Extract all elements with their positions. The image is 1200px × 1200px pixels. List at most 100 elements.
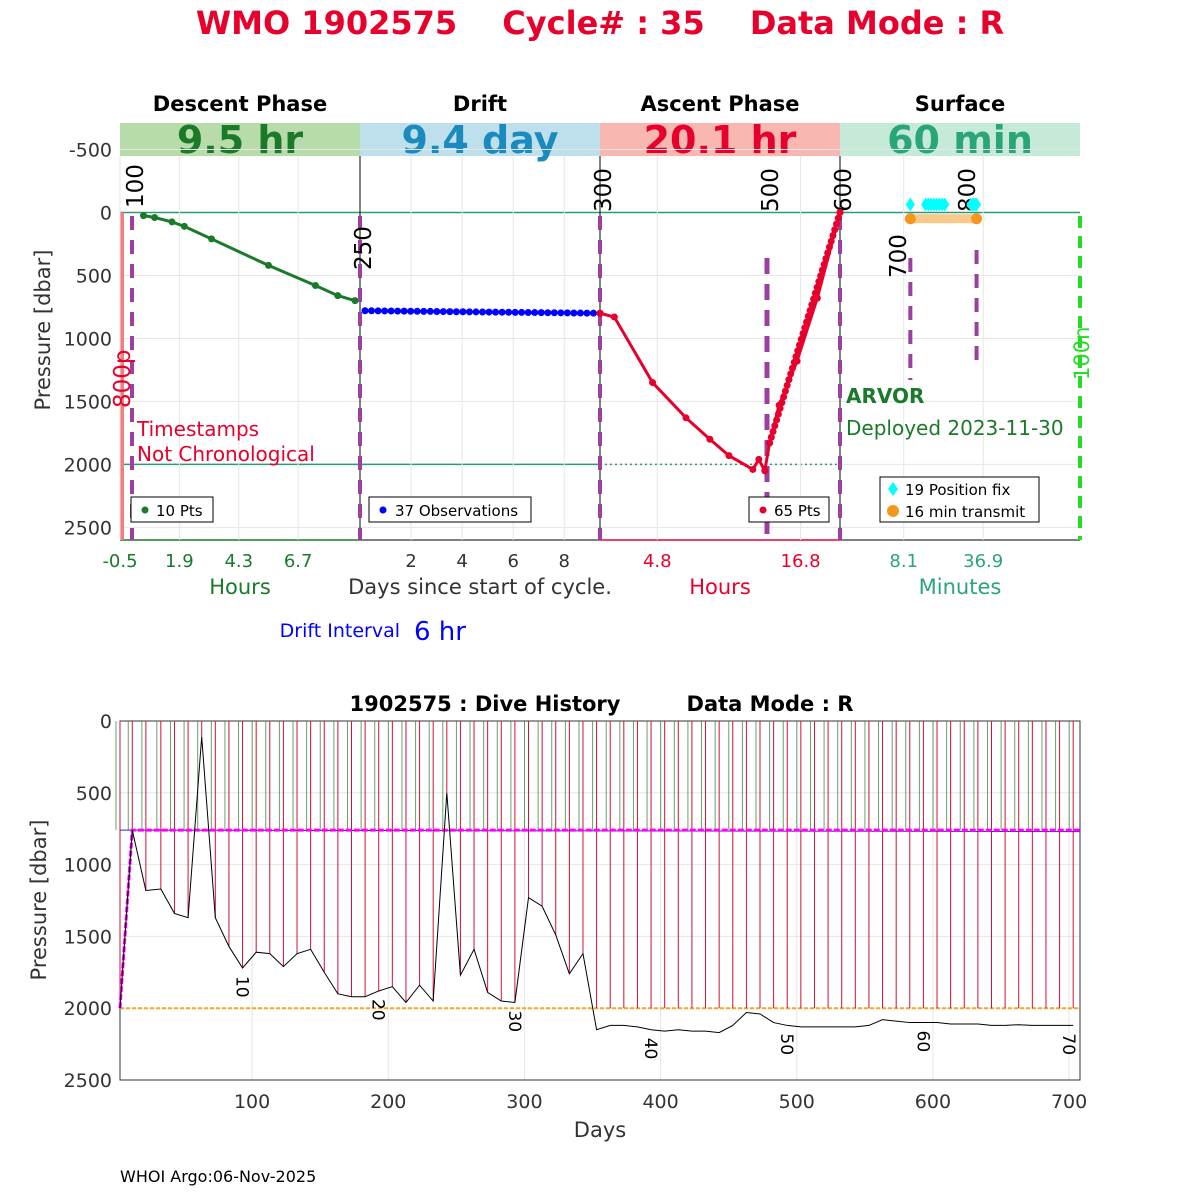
x-axis-label: Days	[574, 1118, 626, 1142]
position-fix-point	[972, 197, 982, 212]
ascent-data-point	[682, 414, 690, 422]
ascent-data-point	[767, 433, 775, 441]
ascent-data-point	[801, 324, 809, 332]
ascent-data-point	[815, 278, 823, 286]
ascent-data-point	[773, 416, 781, 424]
descent-legend-box	[130, 496, 214, 523]
drift-data-point	[479, 308, 486, 316]
drift-data-point	[426, 307, 434, 315]
drift-data-point	[589, 309, 597, 317]
x-tick-label: 36.9	[963, 551, 1003, 572]
drift-data-point	[563, 309, 571, 317]
descent-data-point	[311, 282, 319, 290]
drift-data-point	[465, 308, 473, 316]
phase-header-0: Descent Phase	[153, 92, 327, 116]
ascent-data-point	[771, 422, 779, 430]
ascent-data-point	[818, 266, 826, 274]
cycle-number-label: 40	[640, 1038, 660, 1060]
x-tick-label: 4	[456, 551, 467, 572]
ascent-data-point	[824, 249, 832, 257]
ascent-data-point	[785, 376, 793, 384]
drift-end-label: 300	[591, 168, 617, 212]
x-tick-label: -0.5	[102, 551, 137, 572]
cycle-number-label: 10	[232, 976, 252, 998]
y-tick-label: 0	[100, 711, 112, 733]
ascent-data-point	[778, 399, 786, 407]
phase-duration-bar-0	[120, 123, 360, 156]
ascent-data-point	[811, 289, 819, 297]
x-axis-label-descent: Hours	[209, 575, 271, 599]
deployment-date-label: Deployed 2023-11-30	[846, 416, 1064, 440]
ascent-data-point	[803, 318, 811, 326]
x-tick-label: 300	[506, 1091, 542, 1113]
ascent-data-point	[792, 353, 800, 361]
footer-credit: WHOI Argo:06-Nov-2025	[120, 1167, 316, 1186]
ascent-data-point	[834, 214, 842, 222]
descent-legend-text: 10 Pts	[156, 502, 203, 520]
drift-data-point	[446, 308, 454, 316]
title-wmo: WMO 1902575	[196, 4, 457, 42]
drift-data-point	[492, 308, 500, 316]
phase-duration-1: 9.4 day	[402, 118, 559, 162]
drift-data-point	[400, 307, 408, 315]
x-axis-label-ascent: Hours	[689, 575, 751, 599]
ascent-legend-text: 65 Pts	[774, 502, 821, 520]
cycle-number-label: 20	[368, 999, 388, 1021]
transmit-point	[971, 213, 983, 225]
y-tick-label: 0	[100, 202, 112, 224]
x-tick-label: 6.7	[284, 551, 313, 572]
drift-data-point	[433, 308, 441, 316]
ascent-data-point	[820, 260, 828, 268]
position-legend-marker	[888, 482, 898, 496]
descent-data-point	[140, 212, 148, 220]
timestamps-warning-line2: Not Chronological	[137, 442, 315, 466]
drift-data-point	[524, 308, 532, 316]
drift-data-point	[498, 308, 506, 316]
drift-interval-value: 6 hr	[414, 617, 466, 647]
x-tick-label: 1.9	[165, 551, 194, 572]
ascent-data-point	[790, 358, 798, 366]
drift-data-point	[576, 309, 584, 317]
y-tick-label: 1500	[64, 391, 112, 413]
drift-data-point	[485, 308, 493, 316]
phase-duration-0: 9.5 hr	[177, 118, 304, 162]
descent-data-point	[180, 222, 188, 230]
drift-start-label: 250	[351, 226, 377, 270]
drift-data-point	[531, 309, 539, 317]
transmit-legend-marker	[887, 505, 899, 517]
x-tick-label: 8.1	[889, 551, 918, 572]
y-tick-label: 2000	[64, 998, 112, 1020]
y-tick-label: -500	[69, 139, 112, 161]
drift-data-point	[537, 309, 545, 317]
x-tick-label: 4.3	[224, 551, 253, 572]
drift-data-point	[459, 308, 467, 316]
ascent-data-point	[596, 309, 604, 317]
drift-data-point	[511, 308, 519, 316]
drift-data-point	[439, 308, 447, 316]
drift-data-point	[407, 307, 415, 315]
x-tick-label: 8	[559, 551, 570, 572]
ascent-profile-line	[599, 212, 842, 476]
ascent-data-point	[749, 465, 757, 473]
ascent-data-point	[787, 370, 795, 378]
timestamps-warning-line1: Timestamps	[136, 417, 259, 441]
y-tick-label: 1000	[64, 328, 112, 350]
x-tick-label: 400	[642, 1091, 678, 1113]
plot-frame	[119, 720, 1081, 1081]
x-tick-label: 700	[1051, 1091, 1087, 1113]
ascent-data-point	[774, 410, 782, 418]
ascent-data-point	[794, 347, 802, 355]
y-tick-label: 500	[76, 783, 112, 805]
drift-data-point	[518, 308, 526, 316]
drift-data-point	[381, 307, 389, 315]
ascent-data-point	[817, 272, 825, 280]
x-tick-label: 600	[915, 1091, 951, 1113]
y-axis-label: Pressure [dbar]	[27, 820, 51, 981]
x-tick-label: 200	[370, 1091, 406, 1113]
y-tick-label: 2000	[64, 454, 112, 476]
drift-data-point	[420, 307, 428, 315]
cycle-number-label: 60	[912, 1031, 932, 1053]
ascent-data-point	[610, 313, 618, 321]
